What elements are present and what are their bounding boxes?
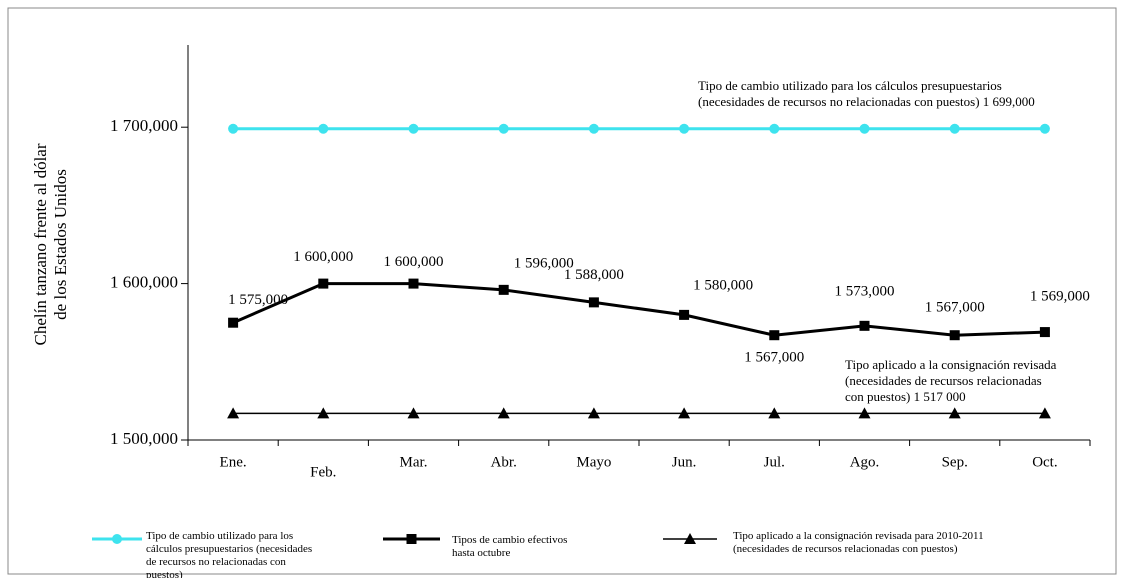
data-label: 1 567,000	[925, 300, 985, 316]
point	[498, 284, 509, 295]
y-tick-label: 1 500,000	[110, 429, 178, 448]
point	[406, 534, 417, 544]
legend-label: Tipo de cambio utilizado para los cálcul…	[146, 530, 313, 578]
legend-label: Tipos de cambio efectivos hasta octubre	[452, 534, 568, 559]
annotation: Tipo aplicado a la consignación revisada…	[845, 357, 1057, 404]
point	[859, 320, 870, 331]
x-tick-label: Ene.	[220, 454, 247, 470]
point	[768, 407, 781, 419]
point	[408, 278, 419, 289]
annotation-line: con puestos) 1 517 000	[845, 389, 966, 404]
point	[587, 407, 600, 419]
point	[497, 407, 510, 419]
point	[228, 317, 239, 328]
data-label: 1 580,000	[693, 277, 753, 293]
point	[317, 407, 330, 419]
point	[498, 123, 509, 134]
point	[679, 123, 690, 134]
annotation: Tipo de cambio utilizado para los cálcul…	[698, 78, 1035, 109]
point	[679, 309, 690, 320]
y-tick-label: 1 700,000	[110, 116, 178, 135]
annotation-line: (necesidades de recursos relacionadas	[845, 373, 1042, 388]
frame	[7, 7, 1117, 575]
point	[1039, 123, 1050, 134]
point	[678, 407, 691, 419]
point	[228, 123, 239, 134]
point	[1039, 327, 1050, 338]
x-tick-label: Jul.	[764, 454, 785, 470]
y-axis-label-line: Chelín tanzano frente al dólar	[31, 143, 50, 345]
point	[684, 533, 696, 544]
y-axis-label: Chelín tanzano frente al dólarde los Est…	[31, 143, 70, 345]
data-label: 1 569,000	[1030, 289, 1090, 305]
series-line	[232, 282, 1045, 337]
x-tick-label: Mayo	[576, 454, 611, 470]
point	[858, 407, 871, 419]
point	[769, 123, 780, 134]
point	[318, 278, 329, 289]
annotation-line: Tipo de cambio utilizado para los cálcul…	[698, 78, 1002, 93]
x-tick-label: Abr.	[491, 454, 517, 470]
x-tick-label: Feb.	[310, 464, 336, 480]
point	[949, 123, 960, 134]
point	[949, 330, 960, 341]
annotation-line: Tipo aplicado a la consignación revisada	[845, 357, 1057, 372]
annotation-line: (necesidades de recursos no relacionadas…	[698, 94, 1035, 109]
y-axis-label-line: de los Estados Unidos	[51, 169, 70, 320]
point	[588, 297, 599, 308]
point	[407, 407, 420, 419]
point	[948, 407, 961, 419]
data-label: 1 588,000	[564, 267, 624, 283]
data-label: 1 600,000	[293, 249, 353, 265]
data-label: 1 567,000	[744, 350, 804, 366]
x-tick-label: Mar.	[400, 454, 428, 470]
x-tick-label: Jun.	[672, 454, 697, 470]
x-tick-label: Ago.	[850, 454, 880, 470]
point	[1038, 407, 1051, 419]
point	[227, 407, 240, 419]
point	[408, 123, 419, 134]
x-tick-label: Oct.	[1032, 454, 1057, 470]
data-label: 1 600,000	[384, 254, 444, 270]
x-tick-label: Sep.	[942, 454, 968, 470]
point	[318, 123, 329, 134]
point	[588, 123, 599, 134]
data-label: 1 573,000	[835, 283, 895, 299]
point	[769, 330, 780, 341]
point	[112, 534, 122, 544]
data-label: 1 575,000	[228, 292, 288, 308]
y-tick-label: 1 600,000	[110, 273, 178, 292]
point	[859, 123, 870, 134]
legend-label: Tipo aplicado a la consignación revisada…	[733, 530, 984, 555]
data-label: 1 596,000	[514, 255, 574, 271]
